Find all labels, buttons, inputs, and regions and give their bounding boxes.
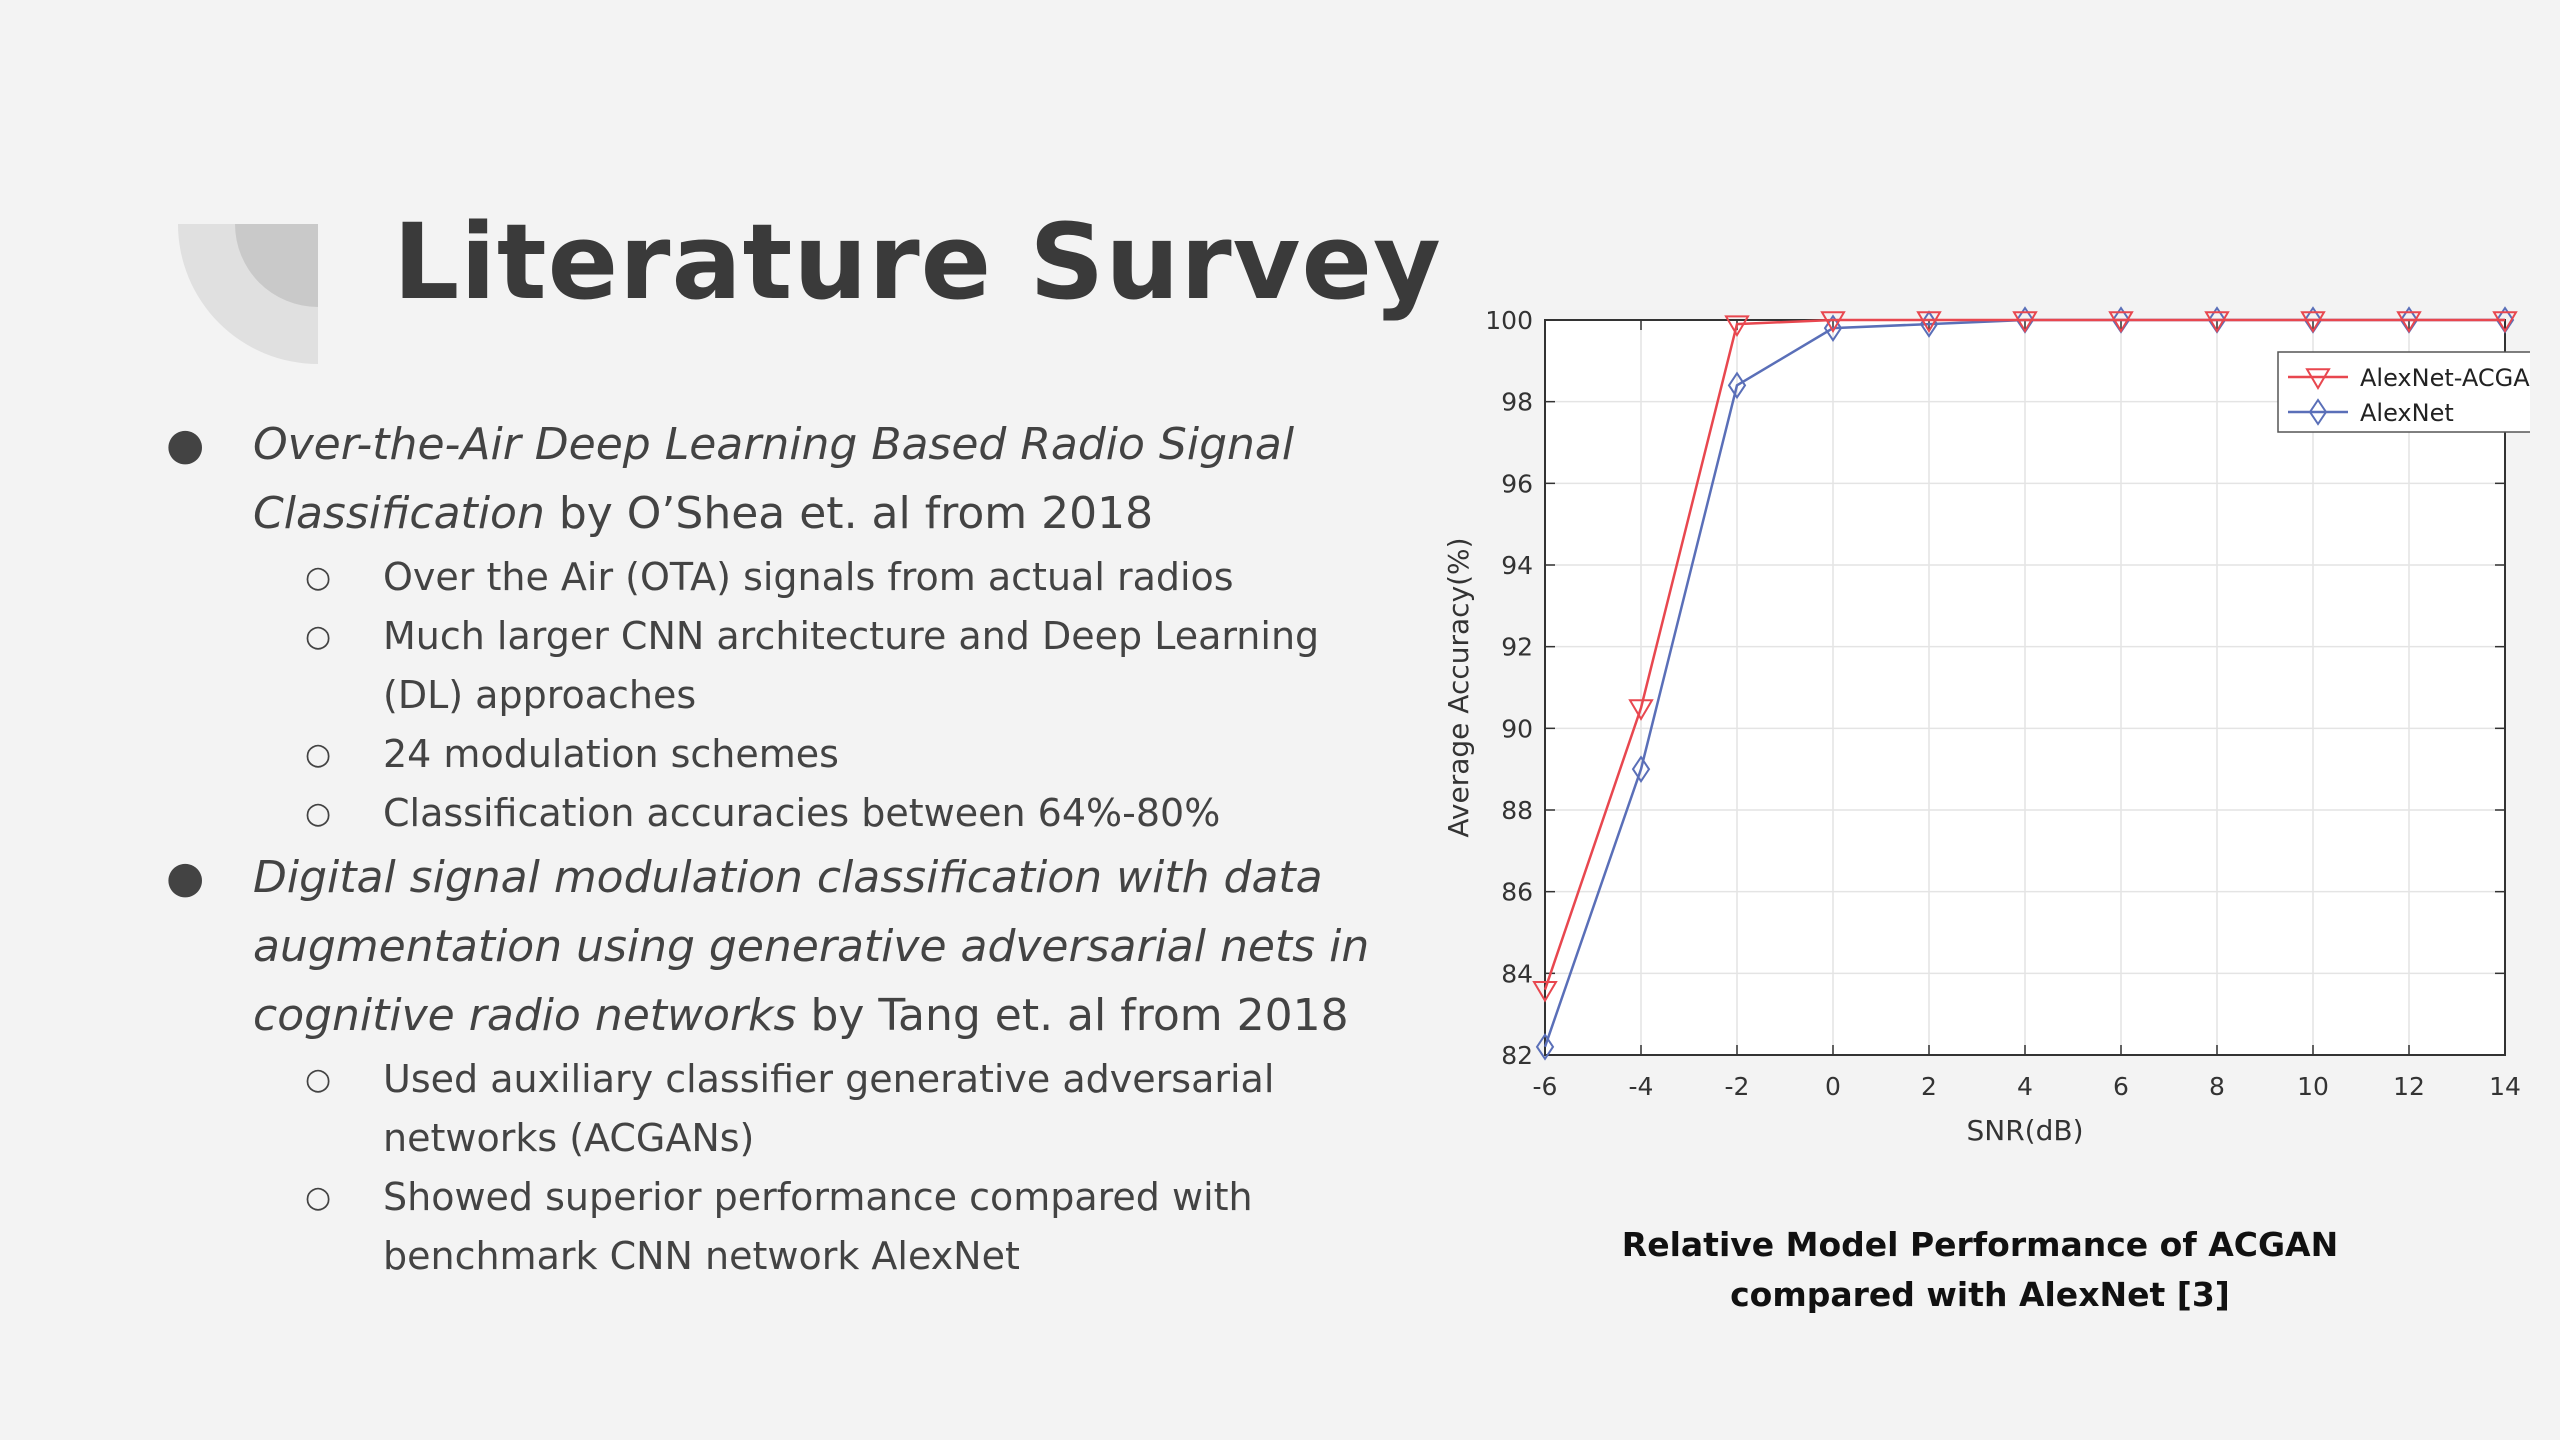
legend-label: AlexNet-ACGAN [2360,364,2530,392]
paper-author: by O’Shea et. al from 2018 [544,488,1154,539]
slide-title: Literature Survey [393,201,1442,323]
data-point [1628,699,1654,721]
circle-bullet-icon: ○ [305,560,332,595]
circle-bullet-icon: ○ [305,619,332,654]
x-tick-label: 8 [2209,1072,2225,1101]
paper-title: Over-the-Air Deep Learning Based Radio S… [253,419,1295,539]
sub-item: ○ Over the Air (OTA) signals from actual … [253,548,1380,607]
sub-list: ○ Over the Air (OTA) signals from actual … [253,548,1380,843]
legend-label: AlexNet [2360,399,2454,427]
circle-bullet-icon: ○ [305,1180,332,1215]
data-point [1727,371,1747,400]
x-tick-label: 0 [1825,1072,1841,1101]
y-tick-label: 96 [1501,469,1533,498]
data-point [2396,311,2422,333]
data-point [2204,311,2230,333]
y-tick-label: 98 [1501,388,1533,417]
sub-item-text: Classification accuracies between 64%-80… [383,791,1221,835]
data-point [2492,311,2518,333]
x-tick-label: -2 [1725,1072,1750,1101]
survey-item: ● Over-the-Air Deep Learning Based Radio… [160,410,1380,843]
survey-list: ● Over-the-Air Deep Learning Based Radio… [160,410,1380,1286]
paper-author: by Tang et. al from 2018 [796,990,1349,1041]
accuracy-chart: -6 -4 -2 0 2 4 6 8 10 12 14 82 84 86 88 90 92 94 96 98 100 SN… [1442,306,2530,1147]
y-axis-label: Average Accuracy(%) [1442,537,1475,837]
y-tick-label: 82 [1501,1041,1533,1070]
x-tick-label: 14 [2489,1072,2521,1101]
chart-caption: Relative Model Performance of ACGAN comp… [1621,1225,2339,1314]
sub-item-text: Over the Air (OTA) signals from actual r… [383,555,1234,599]
circle-bullet-icon: ○ [305,737,332,772]
data-point [2012,311,2038,333]
sub-item: ○ Used auxiliary classifier generative ad… [253,1050,1380,1168]
sub-item: ○ Much larger CNN architecture and Deep L… [253,607,1380,725]
sub-item-text: Used auxiliary classifier generative adv… [383,1057,1275,1160]
data-point [1916,311,1942,333]
data-point [1631,755,1651,783]
data-point [2300,311,2326,333]
legend-marker [2308,398,2328,426]
bullet-icon: ● [166,419,205,470]
y-tick-label: 86 [1501,878,1533,907]
sub-list: ○ Used auxiliary classifier generative ad… [253,1050,1380,1286]
sub-item-text: Much larger CNN architecture and Deep Le… [383,614,1320,717]
sub-item: ○ 24 modulation schemes [253,725,1380,784]
circle-bullet-icon: ○ [305,1062,332,1097]
y-tick-label: 84 [1501,959,1533,988]
paper-title: Digital signal modulation classification… [253,852,1370,1041]
legend-box [2277,351,2530,433]
x-tick-label: 6 [2113,1072,2129,1101]
corner-decoration [178,224,318,364]
series-line [1543,318,2505,991]
data-point [1724,315,1750,338]
y-tick-label: 92 [1501,633,1533,662]
data-point [1535,1033,1555,1061]
y-tick-label: 88 [1501,796,1533,825]
sub-item: ○ Classification accuracies between 64%-8… [253,784,1380,843]
survey-item: ● Digital signal modulation classificati… [160,843,1380,1286]
x-tick-label: -4 [1629,1072,1654,1101]
x-tick-label: 10 [2297,1072,2329,1101]
y-tick-label: 100 [1485,306,1533,335]
x-tick-label: 2 [1921,1072,1937,1101]
y-tick-label: 94 [1501,551,1533,580]
y-tick-label: 90 [1501,714,1533,743]
data-point [1823,314,1843,342]
x-tick-label: -6 [1533,1072,1558,1101]
bullet-icon: ● [166,852,205,903]
data-point [1820,311,1846,333]
x-tick-label: 12 [2393,1072,2425,1101]
circle-bullet-icon: ○ [305,796,332,831]
legend-marker [2305,368,2331,390]
data-point [2108,311,2134,333]
data-point [1532,980,1558,1003]
x-axis-label: SNR(dB) [1966,1114,2083,1147]
sub-item-text: Showed superior performance compared wit… [383,1175,1253,1278]
x-tick-label: 4 [2017,1072,2033,1101]
sub-item-text: 24 modulation schemes [383,732,839,776]
sub-item: ○ Showed superior performance compared wi… [253,1168,1380,1286]
